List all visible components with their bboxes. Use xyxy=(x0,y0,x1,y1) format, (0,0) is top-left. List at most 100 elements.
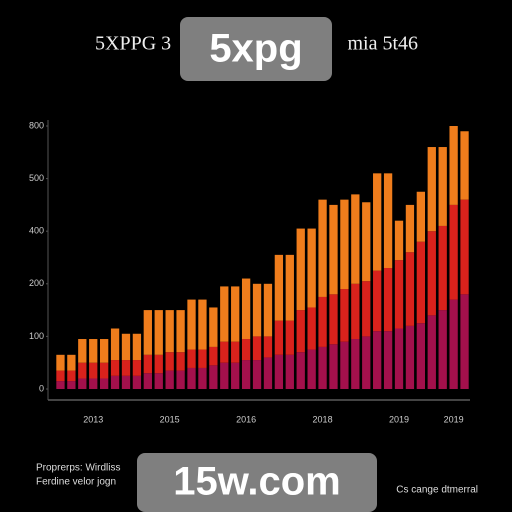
bar-segment xyxy=(154,310,163,355)
bar-segment xyxy=(416,191,426,242)
bar-segment xyxy=(67,354,76,371)
y-tick-label: 0 xyxy=(39,383,44,393)
bar-segment xyxy=(449,204,458,300)
x-tick-label: 2013 xyxy=(83,414,103,424)
bar-segment xyxy=(351,283,360,340)
source: Cs cange dtmerral xyxy=(396,485,478,496)
bar-segment xyxy=(220,341,229,363)
bar-segment xyxy=(198,349,207,368)
bar-segment xyxy=(89,339,98,363)
plot: 0 100 200 400 500 800 2013 2015 2016 2018 2019 2019 xyxy=(29,120,469,424)
bar-segment xyxy=(373,331,382,389)
bar-segment xyxy=(449,126,458,205)
bar-segment xyxy=(340,199,349,290)
bar-segment xyxy=(252,336,262,361)
bar-segment xyxy=(252,283,262,337)
bar-segment xyxy=(176,370,185,389)
bar-segment xyxy=(373,173,382,271)
bar-segment xyxy=(241,278,251,340)
bar-segment xyxy=(220,286,229,342)
bar-segment xyxy=(460,199,469,295)
bar-segment xyxy=(89,378,98,389)
bar-segment xyxy=(187,299,196,350)
y-tick-label: 800 xyxy=(29,120,44,130)
note: Ferdine velor jogn xyxy=(36,477,116,488)
bar-segment xyxy=(394,220,404,261)
bar-segment xyxy=(121,375,131,389)
x-tick-label: 2015 xyxy=(160,414,180,424)
bar-segment xyxy=(329,294,338,345)
bar-segment xyxy=(176,352,185,371)
bar-segment xyxy=(56,370,65,382)
bar-segment xyxy=(132,360,142,376)
x-tick-label: 2019 xyxy=(389,414,409,424)
bar-segment xyxy=(56,381,65,389)
y-tick-label: 500 xyxy=(29,173,44,183)
bar-segment xyxy=(318,346,327,389)
bar-segment xyxy=(274,354,284,389)
bar-segment xyxy=(307,307,316,350)
bar-segment xyxy=(99,362,109,379)
bar-segment xyxy=(394,328,404,389)
bar-segment xyxy=(307,349,316,389)
bar-segment xyxy=(405,204,415,253)
bar-segment xyxy=(274,320,284,355)
bar-segment xyxy=(241,360,251,389)
bar-segment xyxy=(110,360,120,376)
bar-segment xyxy=(383,331,393,389)
watermark: 5xpg xyxy=(209,27,302,71)
bar-segment xyxy=(383,173,393,269)
bar-segment xyxy=(438,310,447,389)
bar-segment xyxy=(165,310,174,353)
bar-segment xyxy=(460,294,469,389)
bar-segment xyxy=(351,194,360,284)
bar-segment xyxy=(427,147,436,232)
bar-segment xyxy=(394,260,404,329)
bar-segment xyxy=(405,325,415,389)
bar-segment xyxy=(405,252,415,326)
note: Proprerps: Wirdliss xyxy=(36,463,120,474)
bar-segment xyxy=(56,354,65,371)
bar-segment xyxy=(362,202,371,282)
bar-segment xyxy=(176,310,185,353)
bar-segment xyxy=(231,286,240,342)
bar-segment xyxy=(78,378,87,389)
bar-segment xyxy=(231,362,240,389)
bar-segment xyxy=(263,336,273,358)
bar-segment xyxy=(143,310,152,355)
bar-segment xyxy=(165,352,174,371)
watermark-box xyxy=(137,453,377,512)
watermark: 15w.com xyxy=(173,460,340,504)
bar-segment xyxy=(198,299,207,350)
bar-segment xyxy=(460,131,469,200)
y-tick-label: 100 xyxy=(29,331,44,341)
chart-title: 5XPPG 3 xyxy=(95,33,171,55)
bar-segment xyxy=(110,375,120,389)
bar-segment xyxy=(427,231,436,316)
bar-segment xyxy=(132,375,142,389)
bar-segment xyxy=(241,339,251,361)
bar-segment xyxy=(198,367,207,389)
bar-segment xyxy=(209,307,218,347)
bar-segment xyxy=(252,360,262,389)
bar-segment xyxy=(351,339,360,389)
bar-segment xyxy=(362,281,371,337)
bar-segment xyxy=(143,373,152,389)
x-tick-label: 2019 xyxy=(444,414,464,424)
bar-segment xyxy=(296,228,305,311)
bar-segment xyxy=(438,225,447,311)
bar-segment xyxy=(67,381,76,389)
bar-segment xyxy=(187,349,196,368)
bar-segment xyxy=(438,147,447,226)
bar-segment xyxy=(99,339,109,363)
chart-title: mia 5t46 xyxy=(347,33,418,55)
bar-segment xyxy=(154,373,163,389)
bar-segment xyxy=(78,339,87,363)
bar-segment xyxy=(154,354,163,374)
bar-segment xyxy=(285,320,294,355)
bar-segment xyxy=(274,254,284,321)
bar-segment xyxy=(449,299,458,389)
bar-segment xyxy=(187,367,196,389)
bar-segment xyxy=(427,315,436,389)
